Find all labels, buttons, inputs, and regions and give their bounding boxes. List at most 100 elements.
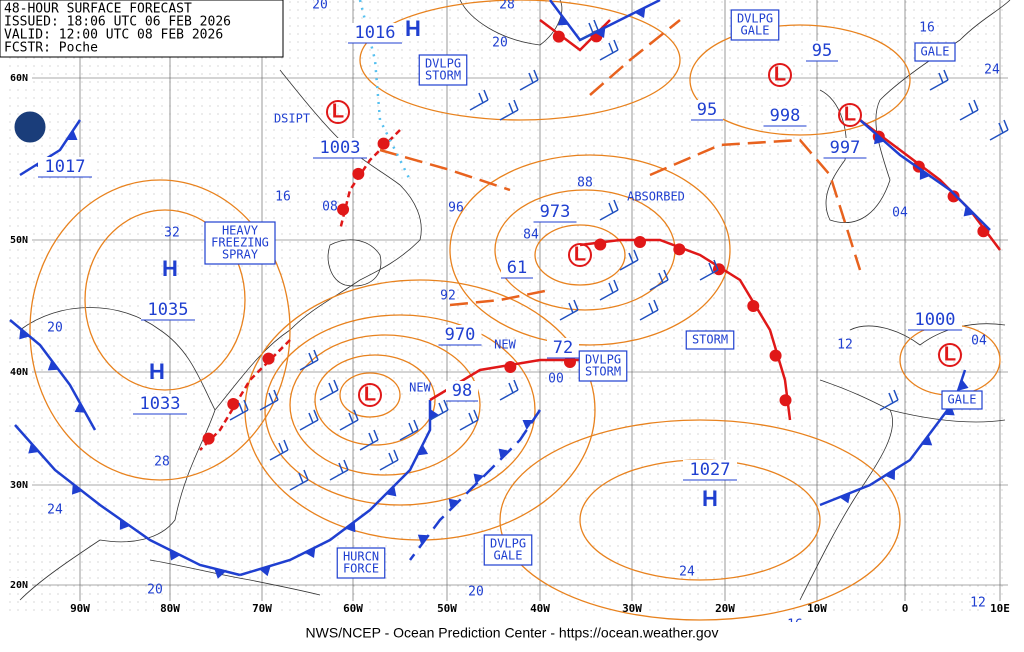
- warning-text: FREEZING: [211, 236, 269, 250]
- lat-label: 50N: [10, 235, 28, 246]
- front-symbol: [769, 349, 782, 362]
- pressure-label: 1035: [148, 300, 189, 320]
- wind-barb: [599, 289, 619, 301]
- wind-barb: [648, 302, 654, 314]
- pressure-label-bg: [438, 325, 482, 345]
- wind-barb: [613, 39, 619, 51]
- wind-barb: [608, 282, 614, 294]
- wind-barb: [269, 449, 289, 461]
- front-symbol: [202, 432, 215, 445]
- lon-label: 10W: [807, 602, 827, 615]
- pressure-label-bg: [691, 100, 723, 120]
- front-symbol: [504, 360, 517, 373]
- header-line: ISSUED: 18:06 UTC 06 FEB 2026: [4, 15, 231, 30]
- front-symbol: [947, 190, 960, 203]
- front-symbol: [214, 568, 226, 579]
- wind-barb: [343, 459, 349, 471]
- wind-barb: [238, 402, 244, 414]
- front-symbol: [779, 394, 792, 407]
- pressure-label-bg: [823, 138, 867, 158]
- lon-label: 50W: [437, 602, 457, 615]
- low-ring: [938, 343, 962, 367]
- wind-barb: [528, 72, 534, 84]
- wind-barb: [368, 432, 374, 444]
- wind-barb: [473, 409, 479, 421]
- wind-barb: [299, 359, 319, 371]
- cold-front: [239, 400, 432, 577]
- wind-barb: [559, 309, 579, 321]
- front-symbol: [337, 203, 350, 216]
- wind-barb: [649, 279, 669, 291]
- wind-barb: [599, 49, 619, 61]
- warning-text: HURCN: [343, 550, 379, 564]
- wind-barb: [599, 209, 619, 221]
- wind-barb: [508, 382, 514, 394]
- wind-barb: [653, 299, 659, 311]
- wind-barb: [593, 19, 599, 31]
- front-symbol: [448, 498, 460, 510]
- front-symbol: [963, 205, 975, 217]
- wind-barb: [459, 419, 479, 431]
- labels: H H H H L L L L L L 1016 1017 1003 973 61 970 98 72 95 95 99…: [38, 0, 1000, 633]
- wind-barb: [938, 72, 944, 84]
- front-symbol: [958, 379, 969, 391]
- warning-text: HEAVY: [222, 224, 259, 238]
- lat-label: 40N: [10, 367, 28, 378]
- front-symbol: [262, 352, 275, 365]
- front-symbol: [259, 565, 271, 577]
- warning-box: [730, 9, 780, 41]
- warning-box: [418, 54, 468, 86]
- isobar-label: 16: [919, 21, 935, 36]
- low-center: L: [574, 243, 586, 265]
- wind-barb: [393, 449, 399, 461]
- pressure-label: 1003: [320, 138, 361, 158]
- front-symbol: [673, 243, 686, 256]
- lon-label-bg: [246, 601, 278, 616]
- wind-barb: [708, 262, 714, 274]
- pressure-label: 970: [445, 325, 476, 345]
- wind-barb: [278, 442, 284, 454]
- front-symbol: [498, 448, 510, 460]
- front-symbol: [594, 27, 606, 39]
- wind-barb: [573, 299, 579, 311]
- wind-barb: [413, 419, 419, 431]
- isobar-label: 28: [154, 455, 170, 470]
- pressure-label-bg: [446, 381, 478, 401]
- wind-barb: [658, 272, 664, 284]
- high-center: H: [162, 256, 178, 281]
- lon-label-bg: [337, 601, 369, 616]
- lon-label: 70W: [252, 602, 272, 615]
- isobar-label: 20: [147, 583, 163, 598]
- warning-text: DVLPG: [425, 57, 461, 71]
- wind-barb: [998, 122, 1004, 134]
- pressure-label: 98: [452, 381, 472, 401]
- lat-label-bg: [6, 233, 32, 247]
- warning-box: [578, 350, 628, 382]
- warning-text: DVLPG: [490, 537, 526, 551]
- front-symbol: [919, 169, 930, 180]
- wind-barb: [388, 452, 394, 464]
- wind-barb: [968, 102, 974, 114]
- high-center: H: [405, 16, 421, 41]
- wind-barb: [513, 379, 519, 391]
- wind-barb: [929, 79, 949, 91]
- front-symbol: [557, 15, 569, 26]
- front-symbol: [74, 402, 86, 413]
- front-symbol: [377, 137, 390, 150]
- lon-label-bg: [524, 601, 556, 616]
- pressure-label: 72: [553, 338, 573, 358]
- pressure-label: 1033: [140, 394, 181, 414]
- isobar-label: 28: [499, 0, 515, 13]
- wind-barb: [633, 249, 639, 261]
- cold-front: [409, 409, 542, 561]
- pressure-label-bg: [806, 41, 838, 61]
- isobar-label: 12: [837, 338, 853, 353]
- pressure-label: 997: [830, 138, 861, 158]
- lon-label-bg: [709, 601, 741, 616]
- note: ABSORBED: [627, 190, 685, 204]
- low-ring: [568, 243, 592, 267]
- graticule: 90W 80W 70W 60W 50W 40W 30W 20W 10W 0 10E 60N 50N 40N…: [6, 0, 1016, 616]
- warning-text: STORM: [692, 333, 728, 347]
- wind-barb: [313, 349, 319, 361]
